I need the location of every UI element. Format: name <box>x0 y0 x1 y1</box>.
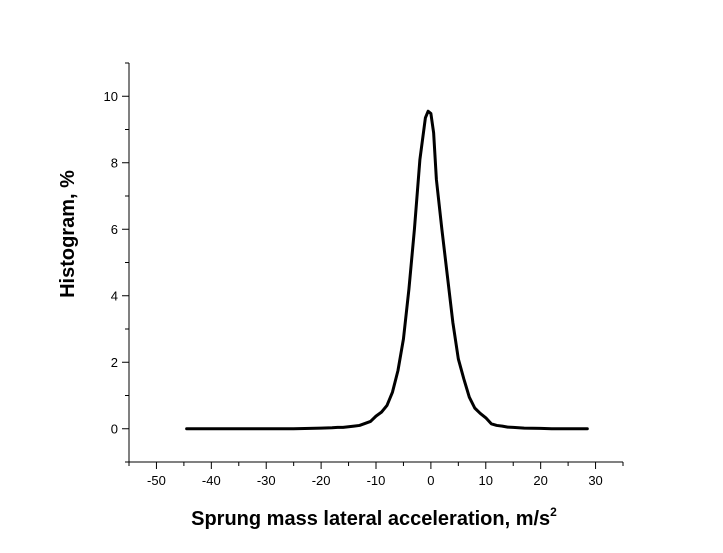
x-axis-title-superscript: 2 <box>550 505 557 519</box>
series-line <box>185 109 589 431</box>
x-tick-label: 0 <box>427 473 434 488</box>
y-tick-label: 4 <box>111 288 118 303</box>
y-tick-label: 6 <box>111 222 118 237</box>
y-tick-label: 8 <box>111 155 118 170</box>
data-marks <box>185 109 589 431</box>
x-tick-label: 10 <box>479 473 493 488</box>
y-tick-label: 2 <box>111 355 118 370</box>
x-tick-label: -40 <box>202 473 221 488</box>
y-axis-title: Histogram, % <box>57 170 79 298</box>
x-axis-title: Sprung mass lateral acceleration, m/s2 <box>191 505 557 530</box>
x-tick-label: -30 <box>257 473 276 488</box>
y-tick-label: 0 <box>111 421 118 436</box>
x-tick-label: -10 <box>367 473 386 488</box>
y-tick-label: 10 <box>104 89 118 104</box>
x-tick-label: 30 <box>588 473 602 488</box>
x-tick-label: -50 <box>147 473 166 488</box>
x-tick-label: 20 <box>533 473 547 488</box>
x-axis-title-text: Sprung mass lateral acceleration, m/s <box>191 508 550 530</box>
x-tick-label: -20 <box>312 473 331 488</box>
axes: -50 -40 -30 -20 -10 0 10 20 30 0 2 4 6 8 10 <box>104 62 624 488</box>
